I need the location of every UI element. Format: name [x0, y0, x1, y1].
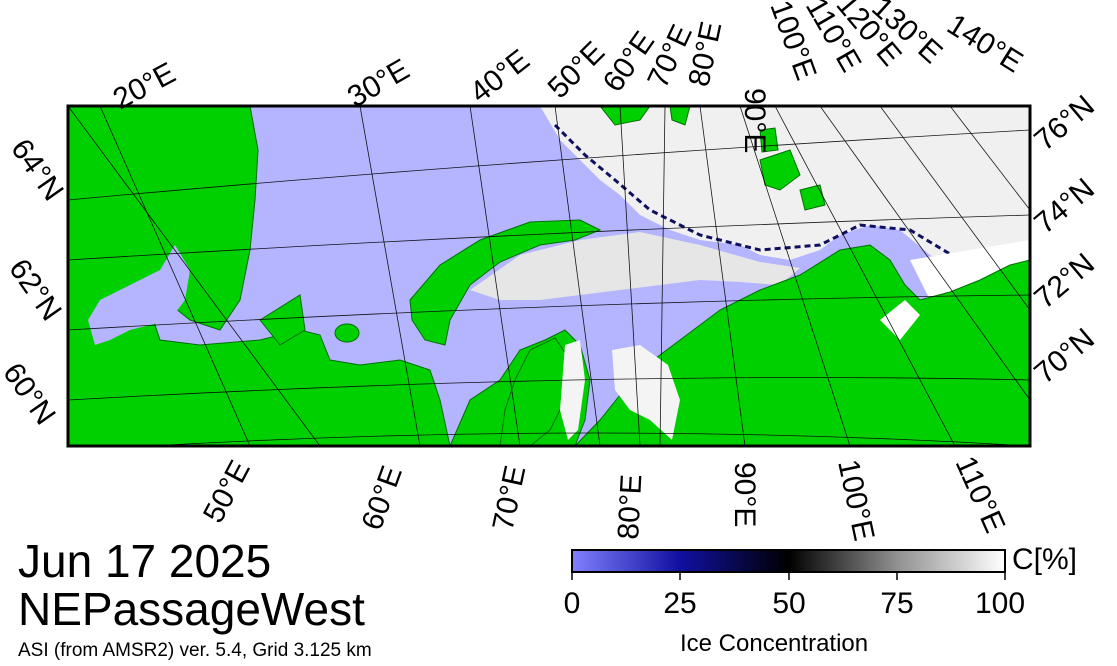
lat-label-right: 76°N — [1028, 89, 1101, 157]
map-area — [68, 106, 1030, 446]
left-latitude-labels: 64°N 62°N 60°N — [0, 133, 70, 431]
lon-label-top: 40°E — [464, 43, 536, 109]
lon-label-bottom: 50°E — [197, 455, 257, 528]
map-frame — [66, 104, 1032, 448]
ice-edge-dark — [553, 123, 1001, 262]
lon-label-bottom: 100°E — [831, 457, 880, 544]
lat-label-left: 64°N — [4, 133, 69, 207]
date-label: Jun 17 2025 — [18, 535, 272, 587]
lon-label-bottom: 80°E — [612, 473, 648, 540]
colorbar-unit: C[%] — [1012, 543, 1078, 576]
bottom-longitude-labels: 50°E 60°E 70°E 80°E 90°E 100°E 110°E — [197, 451, 1011, 543]
ice-taymyr-bay — [880, 300, 920, 340]
right-latitude-labels: 76°N 74°N 72°N 70°N — [1028, 89, 1101, 390]
land-island-4 — [669, 106, 691, 126]
ice-gulf-of-ob — [560, 340, 585, 440]
land-island-2 — [799, 184, 826, 211]
lon-label-bottom: 110°E — [949, 451, 1012, 537]
colorbar-tick-label: 50 — [772, 587, 806, 620]
land-kolguev — [334, 323, 360, 343]
lon-label-bottom: 70°E — [487, 463, 533, 534]
lon-label-bottom: 60°E — [356, 462, 409, 535]
land-kola — [259, 294, 306, 346]
lat-label-left: 62°N — [2, 253, 67, 327]
colorbar — [571, 549, 1006, 573]
lon-label-top: 90°E — [738, 88, 771, 153]
source-label: ASI (from AMSR2) ver. 5.4, Grid 3.125 km — [18, 640, 372, 661]
lat-label-right: 72°N — [1028, 247, 1101, 315]
top-longitude-labels: 20°E 30°E 40°E 50°E 60°E 70°E 80°E 90°E … — [108, 0, 1029, 153]
region-label: NEPassageWest — [18, 583, 365, 635]
lat-label-right: 70°N — [1028, 322, 1101, 390]
colorbar-title: Ice Concentration — [680, 630, 869, 657]
colorbar-ticks — [571, 572, 1006, 580]
colorbar-tick-label: 25 — [663, 587, 697, 620]
lon-label-bottom: 90°E — [728, 462, 761, 527]
colorbar-tick-label: 0 — [563, 587, 581, 620]
lat-label-right: 74°N — [1028, 172, 1101, 240]
graticule — [68, 106, 1030, 446]
lon-label-top: 140°E — [941, 8, 1028, 79]
lat-label-left: 60°N — [0, 357, 62, 431]
land-yamal — [499, 337, 571, 446]
ice-yenisei-gulf — [612, 345, 680, 440]
sea-ice-kara — [470, 232, 800, 300]
colorbar-tick-label: 100 — [974, 587, 1026, 620]
land-baltic-cut — [88, 245, 190, 345]
colorbar-tick-label: 75 — [880, 587, 914, 620]
land-franz-josef — [599, 106, 651, 126]
lon-label-top: 50°E — [542, 35, 612, 105]
